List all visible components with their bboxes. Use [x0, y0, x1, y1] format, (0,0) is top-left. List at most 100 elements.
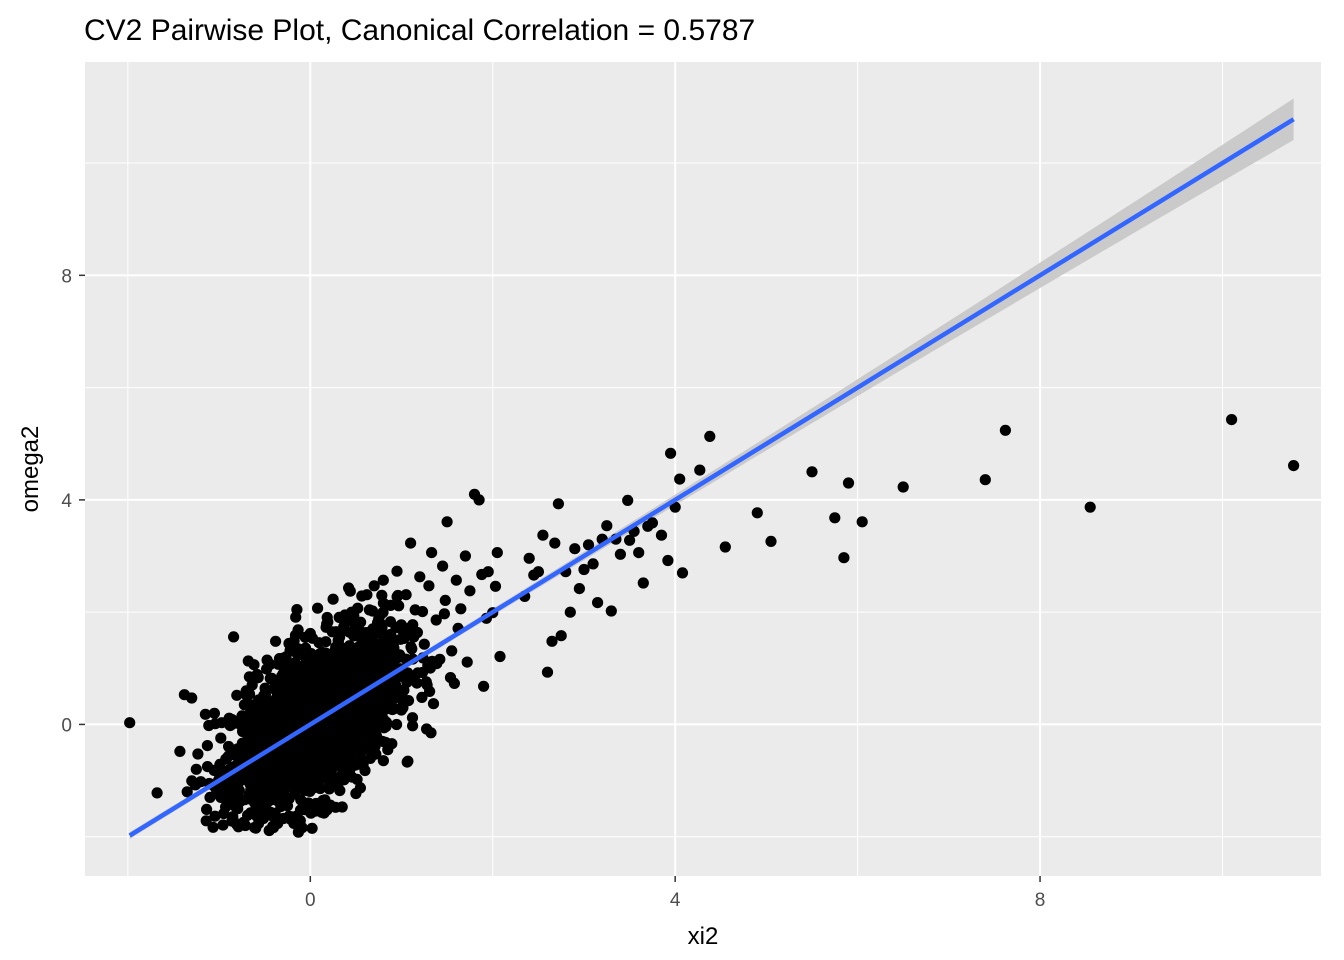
- x-axis: 0 4 8: [305, 876, 1045, 911]
- data-point: [391, 565, 403, 577]
- data-point: [248, 703, 260, 715]
- data-point: [261, 654, 273, 666]
- data-point: [300, 644, 312, 656]
- data-point: [569, 543, 581, 555]
- data-point: [390, 621, 402, 634]
- data-point: [270, 635, 282, 647]
- data-point: [704, 430, 716, 442]
- x-tick-label: 8: [1035, 890, 1046, 911]
- data-point: [359, 764, 371, 777]
- data-point: [438, 608, 450, 620]
- data-point: [662, 554, 674, 567]
- data-point: [366, 641, 378, 654]
- data-point: [541, 666, 554, 678]
- data-point: [426, 547, 438, 559]
- data-point: [290, 611, 302, 623]
- data-point: [655, 529, 668, 541]
- data-point: [181, 786, 193, 798]
- data-point: [842, 477, 855, 489]
- y-tick-label: 0: [61, 715, 72, 736]
- data-point: [303, 654, 315, 666]
- data-point: [278, 759, 290, 771]
- data-point: [549, 537, 561, 549]
- data-point: [751, 507, 763, 519]
- data-point: [285, 669, 297, 681]
- data-point: [201, 740, 213, 752]
- data-point: [284, 718, 296, 730]
- data-point: [587, 558, 599, 570]
- data-point: [349, 621, 361, 633]
- data-point: [124, 717, 136, 729]
- data-point: [327, 689, 339, 701]
- data-point: [302, 797, 315, 809]
- data-point: [266, 673, 278, 685]
- data-point: [406, 712, 419, 724]
- data-point: [326, 757, 338, 769]
- data-point: [265, 809, 277, 822]
- data-point: [979, 474, 991, 486]
- data-point: [355, 722, 367, 734]
- data-point: [281, 800, 294, 812]
- data-point: [402, 755, 414, 767]
- data-point: [330, 776, 342, 788]
- data-point: [412, 667, 424, 679]
- data-point: [337, 748, 349, 760]
- data-point: [216, 717, 228, 729]
- data-point: [151, 787, 163, 799]
- data-point: [286, 771, 298, 783]
- data-point: [204, 791, 216, 804]
- data-point: [430, 614, 442, 626]
- data-point: [425, 727, 437, 739]
- data-point: [326, 744, 338, 756]
- data-point: [195, 776, 207, 788]
- data-point: [403, 622, 415, 635]
- data-point: [385, 688, 397, 700]
- data-point: [351, 773, 363, 786]
- data-point: [298, 765, 310, 777]
- data-point: [414, 571, 426, 583]
- data-point: [306, 822, 318, 834]
- data-point: [829, 512, 841, 524]
- data-point: [592, 597, 604, 609]
- data-point: [897, 481, 909, 493]
- data-point: [223, 740, 235, 753]
- data-point: [247, 740, 259, 752]
- data-point: [372, 688, 384, 701]
- data-point: [342, 704, 354, 716]
- data-point: [646, 517, 659, 529]
- data-point: [222, 750, 234, 763]
- data-point: [233, 784, 245, 797]
- data-point: [330, 626, 342, 638]
- data-point: [236, 717, 248, 729]
- data-point: [314, 705, 326, 717]
- data-point: [298, 784, 310, 796]
- data-point: [336, 668, 348, 680]
- data-point: [313, 760, 325, 772]
- data-point: [254, 718, 266, 730]
- data-point: [209, 810, 221, 822]
- data-point: [346, 665, 358, 677]
- data-point: [231, 689, 243, 701]
- data-point: [306, 675, 318, 687]
- data-point: [552, 498, 565, 510]
- data-point: [288, 635, 300, 647]
- data-point: [231, 775, 243, 787]
- data-point: [186, 692, 198, 704]
- data-point: [312, 602, 324, 614]
- data-point: [385, 599, 397, 612]
- data-point: [319, 794, 331, 806]
- data-point: [489, 580, 502, 592]
- data-point: [633, 547, 645, 559]
- data-point: [424, 662, 436, 674]
- data-point: [284, 644, 296, 657]
- data-point: [393, 600, 405, 612]
- data-point: [423, 580, 435, 592]
- data-point: [806, 466, 818, 478]
- data-point: [292, 826, 304, 838]
- data-point: [300, 686, 312, 698]
- data-point: [637, 577, 649, 589]
- data-point: [391, 591, 403, 603]
- data-point: [199, 708, 211, 720]
- data-point: [321, 618, 333, 630]
- data-point: [186, 775, 198, 787]
